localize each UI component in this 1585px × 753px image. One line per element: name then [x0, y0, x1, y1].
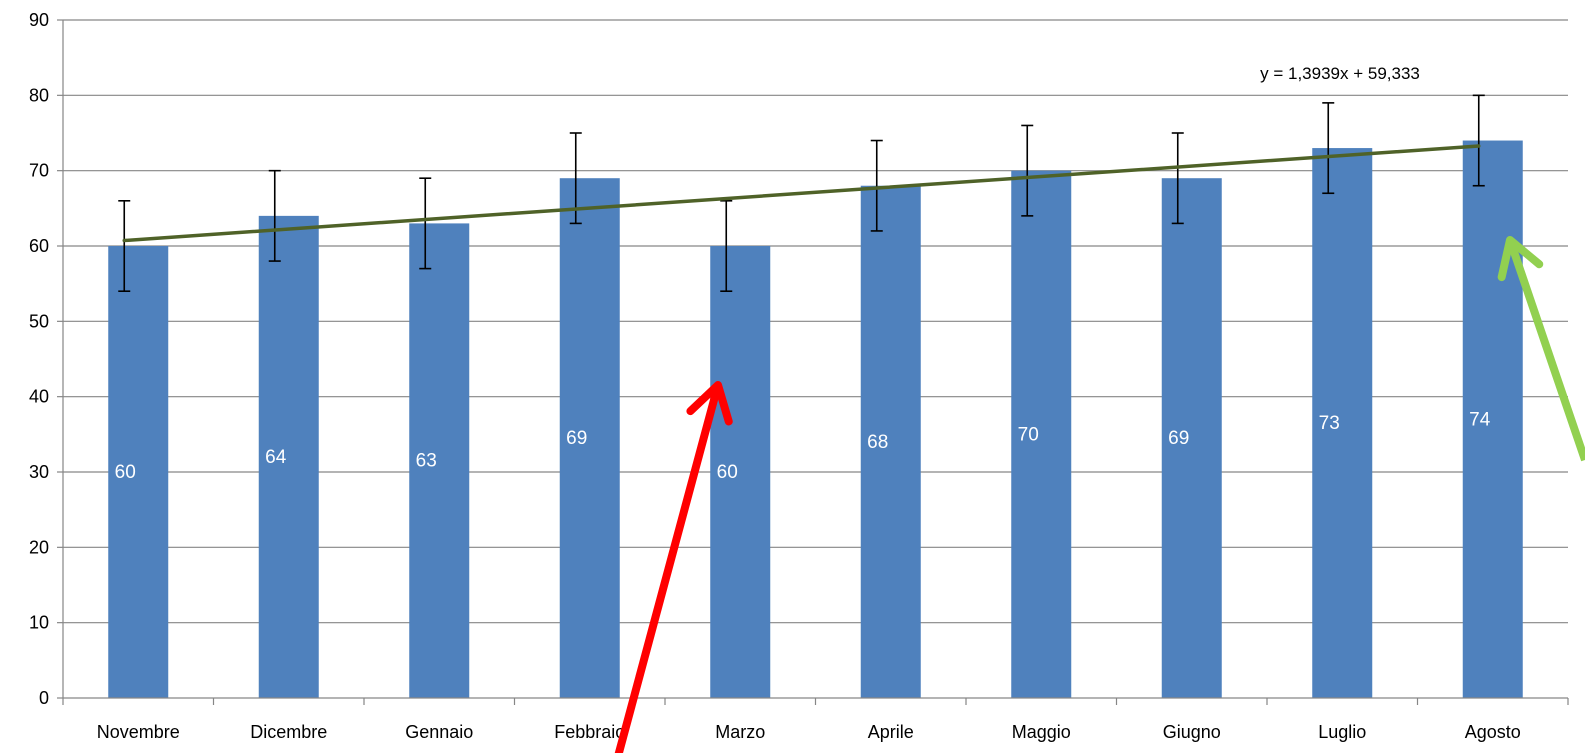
- bar-value-label: 69: [1168, 428, 1189, 449]
- annotation-arrows: [614, 236, 1585, 753]
- x-tick-label: Dicembre: [250, 722, 327, 742]
- y-tick-label: 60: [29, 236, 49, 256]
- trendline-equation: y = 1,3939x + 59,333: [1260, 64, 1420, 83]
- x-tick-label: Gennaio: [405, 722, 473, 742]
- bar-dicembre: [258, 215, 319, 698]
- green-arrow-shaft: [1506, 238, 1585, 462]
- green-arrow-head: [1497, 236, 1544, 282]
- y-tick-label: 90: [29, 10, 49, 30]
- green-arrow: [1497, 236, 1585, 462]
- x-tick-label: Febbraio: [554, 722, 625, 742]
- y-tick-label: 50: [29, 311, 49, 331]
- axes: [57, 19, 1569, 705]
- trendline: [122, 144, 1481, 243]
- x-tick-label: Luglio: [1318, 722, 1366, 742]
- x-tick-label: Aprile: [868, 722, 914, 742]
- x-tick-label: Marzo: [715, 722, 765, 742]
- y-tick-label: 30: [29, 462, 49, 482]
- y-tick-label: 0: [39, 688, 49, 708]
- trendline-line: [122, 144, 1481, 243]
- y-tick-label: 40: [29, 387, 49, 407]
- bar-novembre: [108, 246, 169, 698]
- red-arrow-shaft: [614, 383, 722, 753]
- bar-value-labels: 60 64 63 69 60 68 70 69 73 74: [115, 409, 1491, 483]
- bar-value-label: 69: [566, 428, 587, 449]
- bar-value-label: 60: [717, 462, 738, 483]
- red-arrow: [614, 381, 733, 753]
- y-tick-label: 20: [29, 537, 49, 557]
- x-tick-label: Maggio: [1012, 722, 1071, 742]
- red-arrow-head: [686, 381, 733, 426]
- x-tick-label: Novembre: [97, 722, 180, 742]
- bars: [108, 140, 1523, 699]
- x-axis-tick-labels: Novembre Dicembre Gennaio Febbraio Marzo Apri…: [97, 722, 1521, 742]
- bar-value-label: 63: [416, 451, 437, 472]
- y-tick-label: 70: [29, 161, 49, 181]
- bar-gennaio: [409, 223, 470, 698]
- bar-maggio: [1011, 170, 1072, 698]
- bar-giugno: [1161, 178, 1222, 698]
- bar-value-label: 70: [1018, 424, 1039, 445]
- y-tick-label: 10: [29, 613, 49, 633]
- bar-febbraio: [559, 178, 620, 698]
- error-bars: [118, 94, 1485, 293]
- x-tick-label: Giugno: [1163, 722, 1221, 742]
- bar-value-label: 60: [115, 462, 136, 483]
- bar-agosto: [1462, 140, 1523, 699]
- bar-marzo: [710, 246, 771, 698]
- bar-value-label: 73: [1319, 413, 1340, 434]
- bar-value-label: 74: [1469, 409, 1491, 430]
- bar-aprile: [860, 185, 921, 698]
- bar-value-label: 64: [265, 447, 287, 468]
- y-tick-label: 80: [29, 85, 49, 105]
- x-tick-label: Agosto: [1465, 722, 1521, 742]
- y-axis-tick-labels: 0 10 20 30 40 50 60 70 80 90: [29, 10, 49, 708]
- bar-luglio: [1312, 148, 1373, 699]
- bar-value-label: 68: [867, 432, 888, 453]
